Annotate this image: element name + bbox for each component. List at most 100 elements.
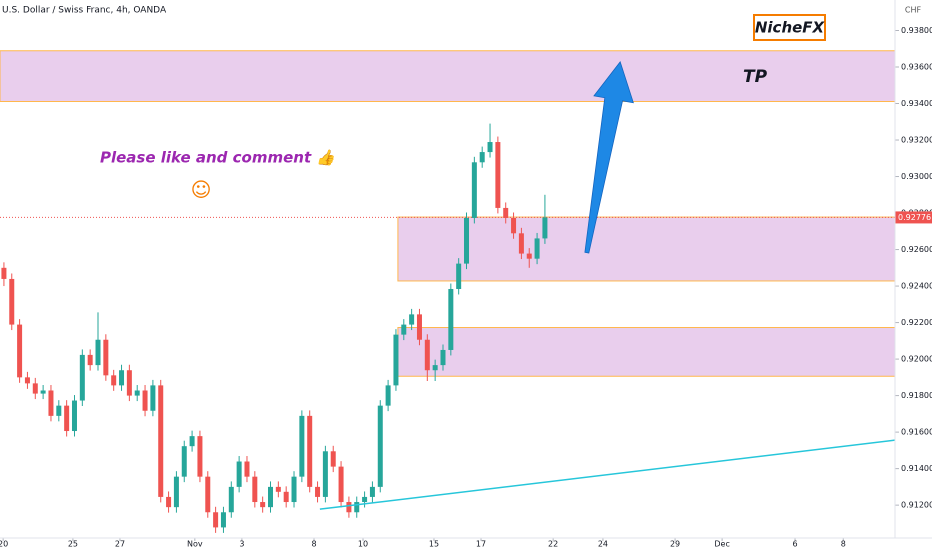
candle-body — [24, 377, 30, 384]
candle-body — [213, 512, 219, 528]
candle-body — [440, 349, 446, 366]
candle-body — [409, 314, 415, 325]
y-tick-label: 0.91400 — [901, 464, 932, 473]
candle-body — [385, 385, 391, 406]
y-tick-label: 0.93000 — [901, 172, 932, 181]
candle-body — [338, 466, 344, 503]
candle-body — [56, 405, 62, 416]
candle-body — [511, 217, 517, 234]
candle-body — [542, 217, 548, 239]
candle-body — [119, 370, 125, 386]
x-tick-label: 6 — [792, 540, 797, 549]
trend-line — [319, 439, 896, 510]
candle-body — [393, 334, 399, 386]
candle-body — [126, 370, 132, 396]
currency-label: CHF — [905, 6, 922, 15]
candle-body — [32, 383, 38, 394]
arrow — [584, 61, 634, 254]
x-tick-label: 8 — [311, 540, 316, 549]
candle-body — [526, 253, 532, 259]
tp-label: TP — [743, 67, 768, 87]
candle-body — [307, 415, 313, 487]
candle-body — [103, 339, 109, 376]
last-price-box — [895, 211, 932, 224]
x-tick-label: 15 — [429, 540, 439, 549]
candle-body — [244, 461, 250, 477]
y-tick-label: 0.92200 — [901, 318, 932, 327]
candle-body — [518, 233, 524, 254]
candle-body — [17, 324, 23, 378]
candle-body — [471, 162, 477, 218]
zone — [397, 216, 896, 282]
y-tick-label: 0.91800 — [901, 391, 932, 400]
candle-body — [346, 502, 352, 513]
candle-body — [377, 405, 383, 487]
x-tick-label: Nov — [187, 540, 203, 549]
x-tick-label: 20 — [0, 540, 8, 549]
brand-box — [753, 14, 826, 41]
last-price-label: 0.92776 — [898, 213, 931, 222]
x-tick-label: 3 — [239, 540, 244, 549]
candle-body — [416, 314, 422, 340]
x-tick-label: 17 — [476, 540, 486, 549]
candle-body — [173, 476, 179, 508]
x-tick-label: 22 — [548, 540, 558, 549]
y-tick-label: 0.92000 — [901, 355, 932, 364]
candle-body — [479, 152, 485, 163]
candle-body — [220, 512, 226, 528]
candle-body — [299, 415, 305, 477]
candle-body — [1, 267, 7, 279]
candle-body — [267, 486, 273, 508]
y-tick-label: 0.91200 — [901, 501, 932, 510]
candle-body — [189, 436, 195, 447]
candle-body — [150, 385, 156, 411]
candle-body — [283, 491, 289, 503]
candle-body — [369, 486, 375, 497]
like-comment-text: Please like and comment 👍 — [100, 149, 337, 167]
candle-body — [260, 502, 266, 508]
candle-body — [181, 446, 187, 477]
y-tick-label: 0.93400 — [901, 99, 932, 108]
candle-body — [354, 502, 360, 513]
candle-body — [197, 436, 203, 477]
candle-body — [495, 142, 501, 208]
y-tick-label: 0.93600 — [901, 62, 932, 71]
candle-body — [464, 217, 470, 264]
candle-body — [456, 263, 462, 289]
x-tick-label: 8 — [841, 540, 846, 549]
zone — [397, 327, 896, 377]
x-tick-label: 10 — [358, 540, 368, 549]
candle-body — [401, 324, 407, 335]
candle-body — [330, 451, 336, 467]
x-tick-label: 25 — [68, 540, 78, 549]
candle-body — [205, 476, 211, 513]
candle-body — [87, 354, 93, 366]
y-tick-label: 0.93200 — [901, 136, 932, 145]
candle-body — [40, 390, 46, 394]
candle-body — [228, 486, 234, 513]
candle-body — [9, 278, 15, 325]
candle-body — [48, 390, 54, 416]
candle-body — [315, 486, 321, 497]
candle-body — [158, 385, 164, 497]
candle-body — [236, 461, 242, 487]
y-tick-label: 0.93800 — [901, 26, 932, 35]
x-tick-label: 27 — [115, 540, 125, 549]
candle-body — [448, 288, 454, 350]
candle-body — [362, 496, 368, 503]
chart-title: U.S. Dollar / Swiss Franc, 4h, OANDA — [2, 6, 167, 16]
candle-body — [64, 405, 70, 432]
candle-body — [275, 486, 281, 492]
y-tick-label: 0.92600 — [901, 245, 932, 254]
candle-body — [111, 375, 117, 386]
candle-body — [79, 354, 85, 401]
candle-body — [534, 238, 540, 259]
y-tick-label: 0.92400 — [901, 282, 932, 291]
candle-body — [166, 496, 172, 508]
brand-text: NicheFX — [755, 19, 826, 37]
candle-body — [252, 476, 258, 503]
smiley: ☺ — [191, 178, 212, 202]
zone — [0, 50, 896, 103]
candle-body — [142, 390, 148, 411]
